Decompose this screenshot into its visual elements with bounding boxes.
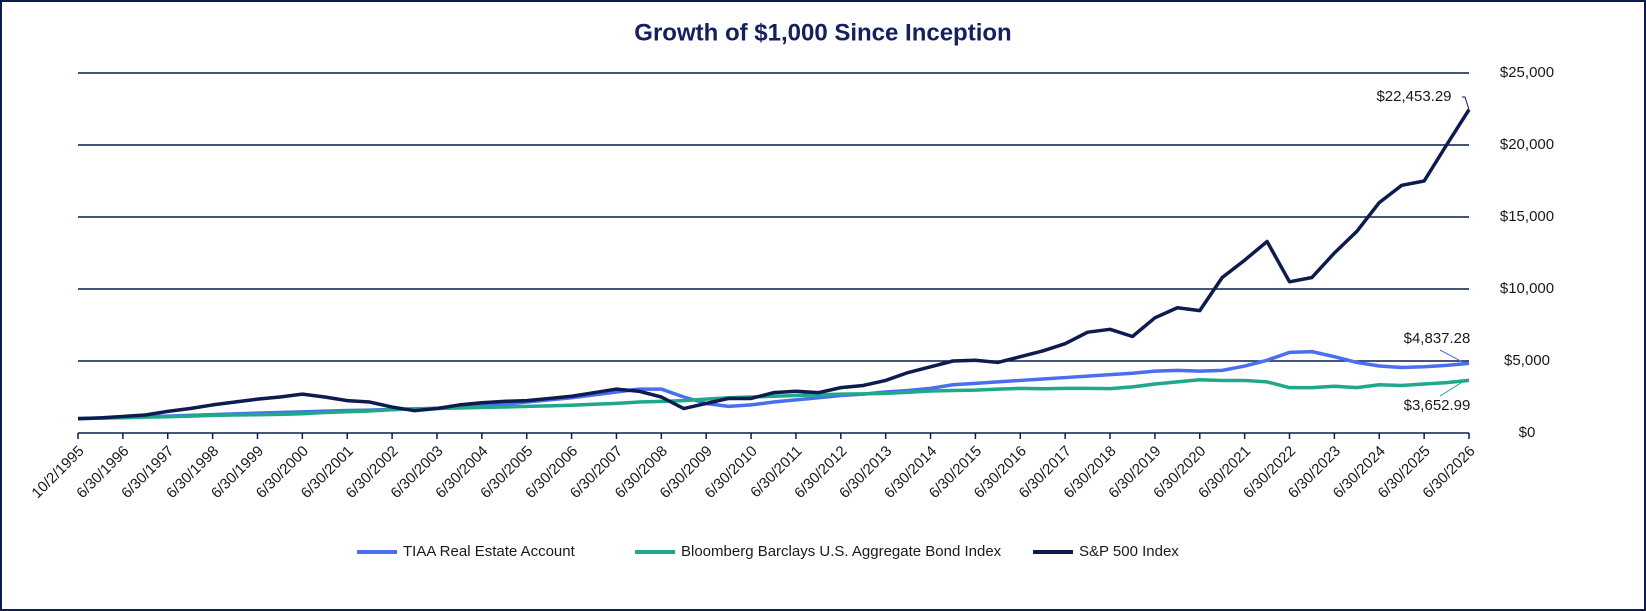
y-tick-label: $20,000 — [1500, 136, 1554, 153]
label-leader — [1439, 349, 1469, 364]
label-leader — [1462, 96, 1470, 110]
y-tick-label: $10,000 — [1500, 280, 1554, 297]
y-tick-label: $5,000 — [1504, 352, 1550, 369]
legend-label: S&P 500 Index — [1079, 543, 1179, 560]
y-tick-label: $0 — [1519, 424, 1536, 441]
y-tick-label: $25,000 — [1500, 64, 1554, 81]
legend-label: TIAA Real Estate Account — [403, 543, 576, 560]
data-label: $22,453.29 — [1376, 88, 1451, 105]
data-label: $3,652.99 — [1404, 397, 1471, 414]
chart-title: Growth of $1,000 Since Inception — [634, 19, 1011, 46]
series-line — [77, 377, 1470, 421]
series-line — [77, 108, 1471, 421]
y-tick-label: $15,000 — [1500, 208, 1554, 225]
legend-label: Bloomberg Barclays U.S. Aggregate Bond I… — [681, 543, 1002, 560]
data-label: $4,837.28 — [1404, 330, 1471, 347]
label-leader — [1439, 379, 1469, 397]
